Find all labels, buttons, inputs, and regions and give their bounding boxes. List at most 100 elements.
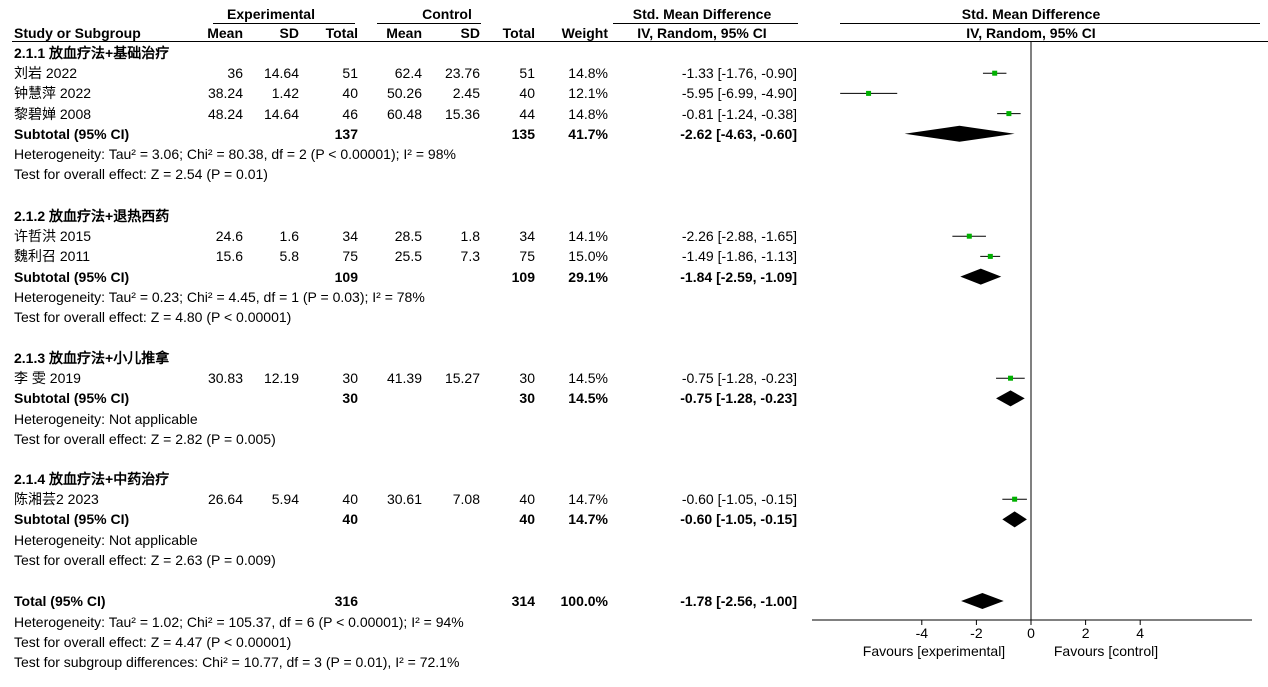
subtotal-weight: 41.7%: [568, 125, 608, 142]
experimental-mean: 24.6: [215, 228, 243, 245]
experimental-total: 75: [342, 248, 358, 265]
smd-underline-left: [613, 23, 798, 24]
experimental-mean: 36: [227, 65, 243, 82]
control-total: 40: [519, 85, 535, 102]
experimental-sd: 5.94: [271, 491, 299, 508]
experimental-mean: 38.24: [207, 85, 243, 102]
control-sd: 2.45: [452, 85, 480, 102]
total-column-header: Total: [325, 25, 358, 41]
subgroup-title: 2.1.1 放血疗法+基础治疗: [14, 45, 170, 61]
study-point-estimate: [987, 253, 993, 259]
experimental-total: 34: [342, 228, 358, 245]
study-point-estimate: [992, 70, 998, 76]
study-weight: 15.0%: [568, 248, 608, 265]
study-point-estimate: [1006, 111, 1012, 117]
overall-effect-text: Test for overall effect: Z = 2.54 (P = 0…: [14, 166, 268, 183]
subtotal-ci: -1.84 [-2.59, -1.09]: [680, 268, 797, 285]
control-underline: [377, 23, 481, 24]
subtotal-control-total: 135: [511, 125, 535, 142]
x-tick-label: -2: [970, 625, 983, 641]
experimental-sd: 1.42: [271, 85, 299, 102]
control-total: 51: [519, 65, 535, 82]
x-tick-label: -4: [916, 625, 929, 641]
study-name: 陈湘芸2 2023: [14, 491, 99, 508]
overall-effect-text: Test for overall effect: Z = 2.82 (P = 0…: [14, 430, 276, 447]
subtotal-ci: -0.60 [-1.05, -0.15]: [680, 511, 797, 528]
control-sd: 15.36: [444, 105, 480, 122]
study-name: 黎碧婵 2008: [14, 105, 92, 122]
subtotal-label: Subtotal (95% CI): [14, 390, 130, 407]
subtotal-experimental-total: 40: [342, 511, 358, 528]
subgroup-title: 2.1.2 放血疗法+退热西药: [14, 208, 170, 224]
heterogeneity-text: Heterogeneity: Tau² = 3.06; Chi² = 80.38…: [14, 146, 456, 162]
sd-column-header: SD: [460, 25, 480, 41]
mean-column-header: Mean: [207, 25, 243, 41]
overall-effect-text: Test for overall effect: Z = 2.63 (P = 0…: [14, 551, 276, 568]
x-tick-label: 0: [1027, 625, 1035, 641]
study-weight: 14.7%: [568, 491, 608, 508]
study-weight: 14.5%: [568, 370, 608, 387]
x-tick-label: 2: [1082, 625, 1090, 641]
study-ci: -0.60 [-1.05, -0.15]: [681, 491, 797, 508]
control-sd: 15.27: [444, 370, 480, 387]
control-sd: 7.08: [452, 491, 480, 508]
subtotal-weight: 14.5%: [568, 390, 608, 407]
total-overall-effect-text: Test for overall effect: Z = 4.47 (P < 0…: [14, 634, 292, 650]
control-mean: 41.39: [386, 370, 422, 387]
control-header: Control: [422, 6, 472, 22]
pooled-diamond: [996, 390, 1025, 407]
header-rule: [12, 41, 1268, 42]
weight-column-header: Weight: [561, 25, 608, 41]
experimental-total: 40: [342, 491, 358, 508]
control-sd: 7.3: [460, 248, 480, 265]
subtotal-ci: -0.75 [-1.28, -0.23]: [680, 390, 797, 407]
smd-header-left: Std. Mean Difference: [632, 6, 772, 22]
subgroup-title: 2.1.3 放血疗法+小儿推拿: [14, 350, 170, 366]
experimental-total: 40: [342, 85, 358, 102]
subgroup-differences-text: Test for subgroup differences: Chi² = 10…: [14, 654, 460, 670]
experimental-underline: [213, 23, 355, 24]
sd-column-header: SD: [279, 25, 299, 41]
study-point-estimate: [1008, 375, 1014, 381]
subtotal-control-total: 109: [511, 268, 535, 285]
subtotal-weight: 14.7%: [568, 511, 608, 528]
pooled-diamond: [904, 125, 1015, 142]
control-mean: 60.48: [386, 105, 422, 122]
study-ci: -2.26 [-2.88, -1.65]: [681, 228, 797, 245]
method-header-left: IV, Random, 95% CI: [637, 25, 767, 41]
study-ci: -1.49 [-1.86, -1.13]: [681, 248, 797, 265]
study-name: 魏利召 2011: [14, 248, 90, 265]
forest-table: Experimental Control Std. Mean Difference S…: [12, 6, 1268, 670]
favours-experimental-label: Favours [experimental]: [863, 643, 1005, 659]
heterogeneity-text: Heterogeneity: Not applicable: [14, 531, 198, 548]
subtotal-weight: 29.1%: [568, 268, 608, 285]
pooled-diamond: [961, 593, 1004, 609]
pooled-diamond: [960, 268, 1002, 285]
study-weight: 14.8%: [568, 65, 608, 82]
study-weight: 12.1%: [568, 85, 608, 102]
study-point-estimate: [1012, 496, 1018, 502]
control-total: 75: [519, 248, 535, 265]
total-weight: 100.0%: [560, 593, 608, 609]
smd-underline-right: [840, 23, 1260, 24]
control-mean: 28.5: [394, 228, 422, 245]
experimental-sd: 5.8: [279, 248, 299, 265]
subtotal-label: Subtotal (95% CI): [14, 268, 130, 285]
control-total: 44: [519, 105, 535, 122]
experimental-mean: 26.64: [207, 491, 243, 508]
subtotal-control-total: 40: [519, 511, 535, 528]
experimental-total: 51: [342, 65, 358, 82]
experimental-total: 30: [342, 370, 358, 387]
favours-control-label: Favours [control]: [1054, 643, 1158, 659]
study-point-estimate: [966, 233, 972, 239]
experimental-mean: 30.83: [207, 370, 243, 387]
subtotal-label: Subtotal (95% CI): [14, 511, 130, 528]
study-weight: 14.1%: [568, 228, 608, 245]
control-mean: 30.61: [386, 491, 422, 508]
control-sd: 1.8: [460, 228, 480, 245]
study-point-estimate: [866, 90, 872, 96]
experimental-sd: 12.19: [263, 370, 299, 387]
method-header-right: IV, Random, 95% CI: [966, 25, 1096, 41]
total-experimental-total: 316: [334, 593, 358, 609]
subgroup-title: 2.1.4 放血疗法+中药治疗: [14, 471, 170, 487]
